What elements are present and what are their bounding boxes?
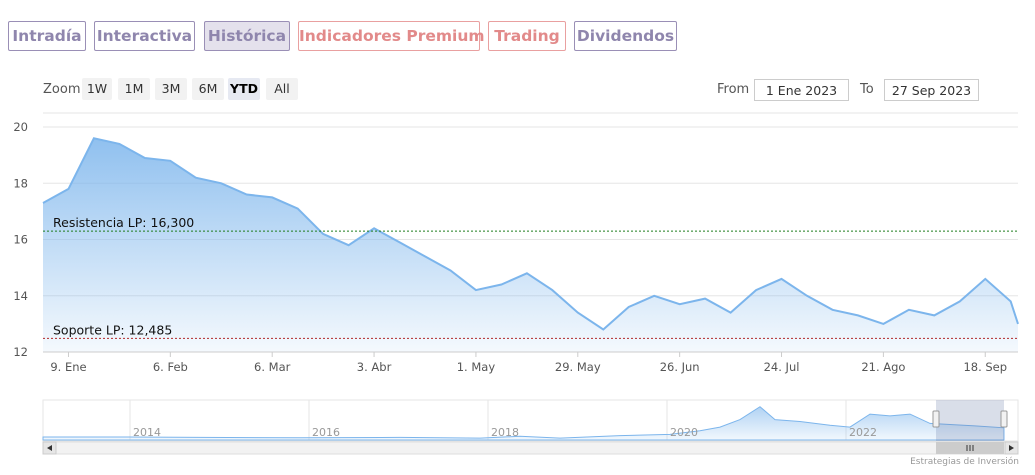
navigator-left-handle[interactable]: [932, 410, 940, 428]
from-label: From: [717, 82, 750, 97]
series-area-fill: [43, 138, 1018, 352]
x-tick-label: 1. May: [457, 360, 496, 374]
x-axis: 9. Ene 6. Feb 6. Mar 3. Abr 1. May 29. May 26.…: [43, 351, 1018, 374]
zoom-1m-button[interactable]: 1M: [118, 78, 150, 100]
x-tick-label: 6. Feb: [153, 360, 188, 374]
x-tick-label: 24. Jul: [764, 360, 800, 374]
reference-lines: Resistencia LP: 16,300 Soporte LP: 12,48…: [43, 215, 1018, 339]
arrow-right-icon: [1009, 445, 1014, 451]
scrollbar[interactable]: [42, 441, 1019, 455]
navigator-year-labels: 2014 2016 2018 2020 2022: [133, 426, 877, 439]
tab-historica[interactable]: Histórica: [204, 21, 290, 51]
zoom-3m-button[interactable]: 3M: [155, 78, 187, 100]
y-tick-label: 16: [13, 233, 28, 247]
x-tick-label: 29. May: [555, 360, 601, 374]
navigator-series: [42, 406, 1005, 441]
to-date-input[interactable]: [884, 79, 979, 101]
navigator-selection[interactable]: [936, 400, 1004, 441]
series-area: [42, 137, 1019, 352]
y-axis: 12 14 16 18 20: [13, 120, 28, 359]
grip-icon: [966, 445, 974, 451]
navigator-year-label: 2020: [670, 426, 698, 439]
navigator-year-label: 2016: [312, 426, 340, 439]
tab-indicadores-premium[interactable]: Indicadores Premium: [298, 21, 485, 51]
y-tick-label: 20: [13, 120, 28, 134]
y-tick-label: 12: [13, 345, 28, 359]
x-tick-label: 9. Ene: [50, 360, 86, 374]
y-tick-label: 14: [13, 289, 28, 303]
credit-text[interactable]: Estrategias de Inversión: [910, 456, 1019, 467]
x-tick-label: 3. Abr: [357, 360, 392, 374]
from-date-input[interactable]: [754, 79, 849, 101]
zoom-all-button[interactable]: All: [266, 78, 298, 100]
y-tick-label: 18: [13, 176, 28, 190]
x-tick-label: 6. Mar: [254, 360, 291, 374]
zoom-1w-button[interactable]: 1W: [82, 78, 112, 100]
scrollbar-track[interactable]: [42, 441, 1019, 455]
tab-intradia[interactable]: Intradía: [8, 21, 86, 51]
zoom-ytd-button[interactable]: YTD: [228, 78, 260, 100]
resistance-label: Resistencia LP: 16,300: [53, 215, 194, 230]
tab-trading[interactable]: Trading: [488, 21, 566, 51]
support-label: Soporte LP: 12,485: [53, 322, 172, 337]
navigator-year-label: 2014: [133, 426, 161, 439]
tab-dividendos[interactable]: Dividendos: [574, 21, 677, 51]
zoom-label: Zoom: [43, 82, 81, 97]
x-tick-label: 18. Sep: [963, 360, 1007, 374]
zoom-6m-button[interactable]: 6M: [192, 78, 224, 100]
navigator-right-handle[interactable]: [1000, 410, 1008, 428]
x-tick-label: 21. Ago: [861, 360, 905, 374]
tab-interactiva[interactable]: Interactiva: [94, 21, 195, 51]
to-label: To: [860, 82, 874, 97]
navigator[interactable]: 2014 2016 2018 2020 2022: [42, 399, 1019, 442]
x-tick-label: 26. Jun: [660, 360, 700, 374]
navigator-year-label: 2022: [849, 426, 877, 439]
arrow-left-icon: [47, 445, 52, 451]
navigator-year-label: 2018: [491, 426, 519, 439]
series-line: [42, 137, 1019, 331]
